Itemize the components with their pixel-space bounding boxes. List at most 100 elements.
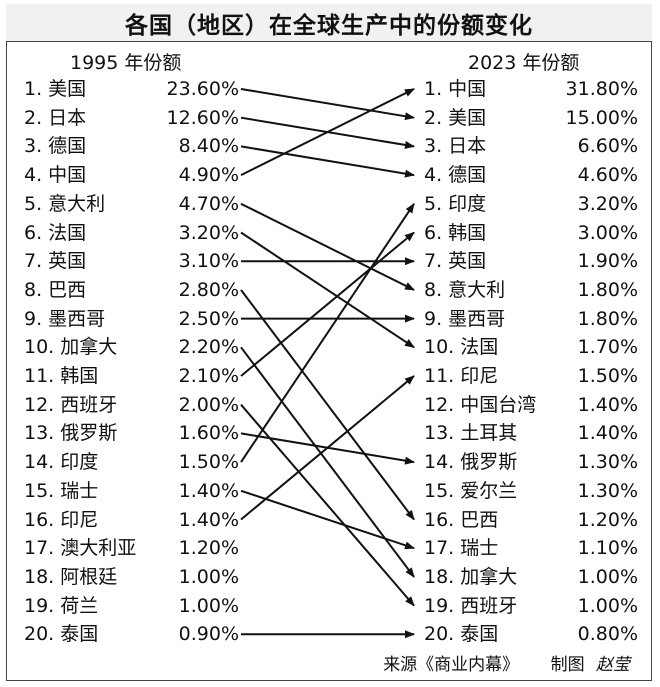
footer-credit: 制图 xyxy=(550,655,585,675)
left-country-name: 7. 英国 xyxy=(24,250,87,273)
left-rank-row: 9. 墨西哥 2.50% xyxy=(24,305,239,333)
right-rank-row: 13. 土耳其 1.40% xyxy=(424,419,638,447)
right-share-value: 1.90% xyxy=(577,250,638,273)
right-rank-row: 15. 爱尔兰 1.30% xyxy=(424,477,638,505)
right-rank-row: 19. 西班牙 1.00% xyxy=(424,592,638,620)
right-share-value: 0.80% xyxy=(577,623,638,646)
rank-change-arrow xyxy=(240,202,415,291)
left-country-name: 5. 意大利 xyxy=(24,192,106,215)
left-share-value: 2.20% xyxy=(178,336,239,359)
right-country-name: 20. 泰国 xyxy=(424,623,499,646)
left-rank-row: 3. 德国 8.40% xyxy=(24,132,239,160)
left-country-name: 10. 加拿大 xyxy=(24,336,118,359)
rank-change-arrow xyxy=(240,489,415,550)
left-rank-row: 4. 中国 4.90% xyxy=(24,161,239,189)
right-country-name: 9. 墨西哥 xyxy=(424,307,506,330)
left-share-value: 1.50% xyxy=(178,451,239,474)
right-rank-row: 9. 墨西哥 1.80% xyxy=(424,305,638,333)
left-share-value: 1.20% xyxy=(178,537,239,560)
left-share-value: 1.60% xyxy=(178,422,239,445)
left-share-value: 1.00% xyxy=(178,594,239,617)
left-share-value: 1.00% xyxy=(178,565,239,588)
left-country-name: 3. 德国 xyxy=(24,135,87,158)
left-rank-row: 8. 巴西 2.80% xyxy=(24,276,239,304)
right-country-name: 4. 德国 xyxy=(424,164,487,187)
right-rank-row: 4. 德国 4.60% xyxy=(424,161,638,189)
right-country-name: 13. 土耳其 xyxy=(424,422,518,445)
left-rank-row: 17. 澳大利亚 1.20% xyxy=(24,534,239,562)
left-share-value: 2.80% xyxy=(178,278,239,301)
left-share-value: 3.20% xyxy=(178,221,239,244)
right-country-name: 6. 韩国 xyxy=(424,221,487,244)
left-country-name: 12. 西班牙 xyxy=(24,393,118,416)
footer-source: 来源《商业内幕》 xyxy=(383,655,520,675)
right-country-name: 7. 英国 xyxy=(424,250,487,273)
right-rank-row: 18. 加拿大 1.00% xyxy=(424,563,638,591)
right-share-value: 1.80% xyxy=(577,307,638,330)
left-country-name: 13. 俄罗斯 xyxy=(24,422,118,445)
right-share-value: 1.10% xyxy=(577,537,638,560)
left-rank-row: 14. 印度 1.50% xyxy=(24,448,239,476)
rank-change-arrow xyxy=(240,289,415,521)
left-country-name: 1. 美国 xyxy=(24,78,87,100)
right-rank-row: 8. 意大利 1.80% xyxy=(424,276,638,304)
rank-change-arrow xyxy=(240,145,415,178)
left-share-value: 12.60% xyxy=(166,106,239,129)
left-share-value: 8.40% xyxy=(178,135,239,158)
right-country-name: 14. 俄罗斯 xyxy=(424,451,518,474)
right-rank-row: 17. 瑞士 1.10% xyxy=(424,534,638,562)
right-country-name: 16. 巴西 xyxy=(424,508,499,531)
footer-author: 赵莹 xyxy=(596,655,630,675)
chart-title: 各国（地区）在全球生产中的份额变化 xyxy=(6,4,652,42)
left-rank-row: 11. 韩国 2.10% xyxy=(24,362,239,390)
left-share-value: 4.70% xyxy=(178,192,239,215)
left-rank-row: 6. 法国 3.20% xyxy=(24,219,239,247)
left-country-name: 6. 法国 xyxy=(24,221,87,244)
left-country-name: 15. 瑞士 xyxy=(24,479,99,502)
rank-change-arrow xyxy=(240,88,415,121)
right-country-name: 12. 中国台湾 xyxy=(424,393,537,416)
right-country-name: 18. 加拿大 xyxy=(424,565,518,588)
left-share-value: 3.10% xyxy=(178,250,239,273)
left-rank-row: 10. 加拿大 2.20% xyxy=(24,333,239,361)
right-country-name: 15. 爱尔兰 xyxy=(424,479,518,502)
left-share-value: 23.60% xyxy=(166,78,239,100)
right-country-name: 2. 美国 xyxy=(424,106,487,129)
right-country-name: 19. 西班牙 xyxy=(424,594,518,617)
right-rank-row: 20. 泰国 0.80% xyxy=(424,620,638,648)
right-country-name: 3. 日本 xyxy=(424,135,487,158)
right-share-value: 1.80% xyxy=(577,278,638,301)
right-share-value: 15.00% xyxy=(565,106,638,129)
left-country-name: 16. 印尼 xyxy=(24,508,99,531)
left-share-value: 0.90% xyxy=(178,623,239,646)
right-rank-row: 16. 巴西 1.20% xyxy=(424,506,638,534)
right-share-value: 1.70% xyxy=(577,336,638,359)
left-share-value: 4.90% xyxy=(178,164,239,187)
right-column-header: 2023 年份额 xyxy=(468,52,580,74)
left-rank-row: 16. 印尼 1.40% xyxy=(24,506,239,534)
right-share-value: 1.30% xyxy=(577,479,638,502)
right-share-value: 1.00% xyxy=(577,565,638,588)
right-rank-row: 2. 美国 15.00% xyxy=(424,104,638,132)
right-share-value: 3.00% xyxy=(577,221,638,244)
left-share-value: 1.40% xyxy=(178,479,239,502)
left-share-value: 1.40% xyxy=(178,508,239,531)
rank-change-arrow xyxy=(240,231,415,377)
left-country-name: 9. 墨西哥 xyxy=(24,307,106,330)
right-rank-row: 11. 印尼 1.50% xyxy=(424,362,638,390)
rank-change-arrow xyxy=(240,231,415,349)
right-rank-row: 10. 法国 1.70% xyxy=(424,333,638,361)
left-rank-row: 1. 美国 23.60% xyxy=(24,75,239,103)
right-share-value: 1.40% xyxy=(577,393,638,416)
right-rank-row: 12. 中国台湾 1.40% xyxy=(424,391,638,419)
rank-change-arrow xyxy=(240,202,415,463)
left-rank-row: 19. 荷兰 1.00% xyxy=(24,592,239,620)
left-country-name: 4. 中国 xyxy=(24,164,87,187)
right-share-value: 6.60% xyxy=(577,135,638,158)
right-rank-row: 7. 英国 1.90% xyxy=(424,247,638,275)
left-rank-row: 7. 英国 3.10% xyxy=(24,247,239,275)
left-rank-row: 20. 泰国 0.90% xyxy=(24,620,239,648)
right-rank-row: 3. 日本 6.60% xyxy=(424,132,638,160)
left-country-name: 19. 荷兰 xyxy=(24,594,99,617)
